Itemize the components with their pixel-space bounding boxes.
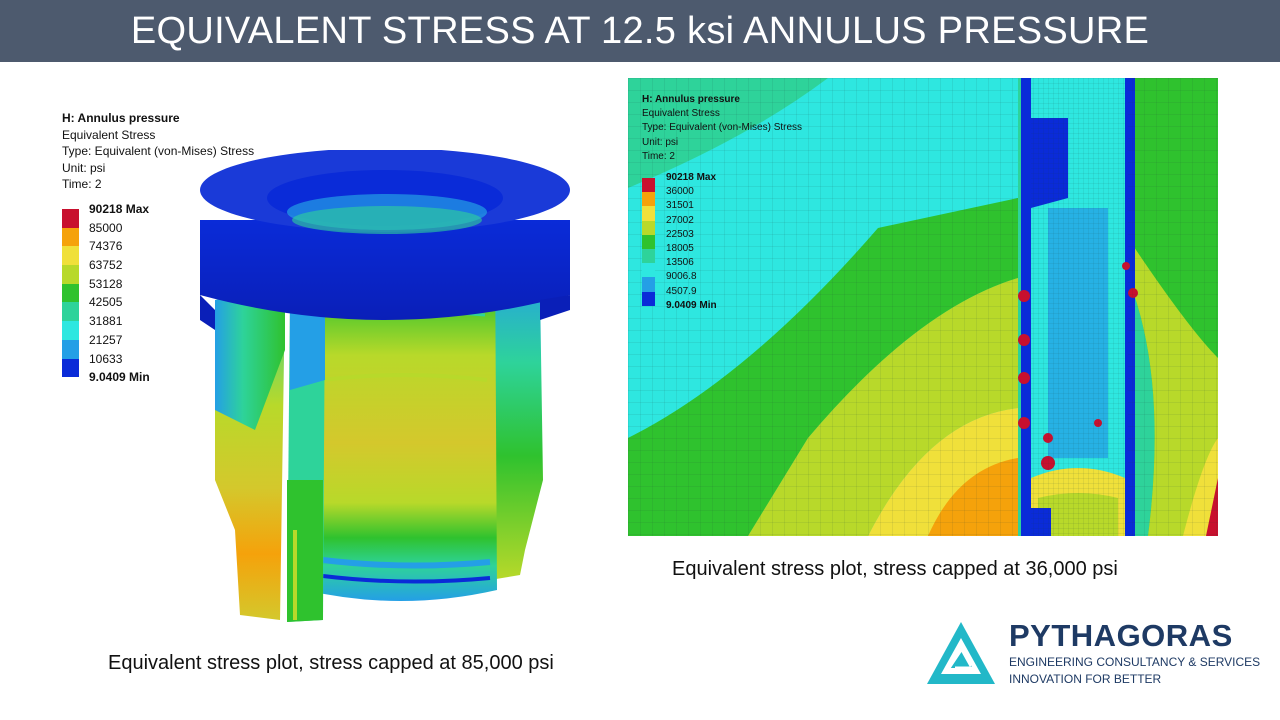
legend-swatch (62, 265, 79, 284)
legend-swatch (62, 302, 79, 322)
legend-label: 9.0409 Min (666, 299, 717, 311)
legend-label: 31881 (89, 314, 123, 329)
legend-label: 4507.9 (666, 285, 697, 297)
legend-label: 10633 (89, 351, 123, 366)
slide-title: EQUIVALENT STRESS AT 12.5 ksi ANNULUS PR… (0, 0, 1280, 62)
legend-swatch (642, 177, 655, 193)
legend-swatch (642, 248, 655, 264)
legend-label: 36000 (666, 186, 694, 198)
legend-swatch (62, 283, 79, 303)
legend-result-name: Equivalent Stress (642, 108, 720, 120)
legend-swatch (642, 234, 655, 249)
legend-label: 85000 (89, 220, 123, 235)
legend-swatch (642, 291, 655, 306)
legend-label: 90218 Max (666, 171, 717, 183)
legend-result-type: Type: Equivalent (von-Mises) Stress (642, 122, 803, 134)
logo-triangle-icon (927, 622, 995, 684)
legend-unit: Unit: psi (642, 136, 679, 148)
legend-label: 22503 (666, 228, 694, 240)
legend-analysis-name: H: Annulus pressure (62, 111, 180, 125)
logo-subtitle: ENGINEERING CONSULTANCY & SERVICES (1009, 655, 1261, 669)
company-logo: PYTHAGORAS ENGINEERING CONSULTANCY & SER… (925, 618, 1265, 690)
legend-time: Time: 2 (642, 150, 675, 162)
legend-swatch (642, 192, 655, 207)
legend-analysis-name: H: Annulus pressure (642, 94, 740, 105)
legend-label: 74376 (89, 239, 123, 254)
legend-swatch (62, 358, 79, 378)
legend-label: 18005 (666, 242, 694, 254)
legend-label: 90218 Max (89, 201, 150, 216)
legend-label: 63752 (89, 258, 123, 273)
legend-swatch (642, 220, 655, 235)
legend-unit: Unit: psi (62, 160, 106, 175)
legend-label: 53128 (89, 276, 123, 291)
left-plot-caption: Equivalent stress plot, stress capped at… (108, 652, 554, 674)
legend-swatch (62, 339, 79, 359)
legend-header: H: Annulus pressure Equivalent Stress Ty… (642, 93, 802, 164)
legend-label: 42505 (89, 295, 123, 310)
legend-header: H: Annulus pressure Equivalent Stress Ty… (62, 110, 254, 193)
legend-result-name: Equivalent Stress (62, 127, 156, 142)
legend-label: 27002 (666, 214, 694, 226)
legend-label: 21257 (89, 332, 123, 347)
legend-color-scale: 90218 Max 36000 31501 27002 22503 18005 13506 9… (642, 172, 752, 318)
logo-tagline: INNOVATION FOR BETTER (1009, 672, 1162, 686)
legend-color-scale: 90218 Max 85000 74376 63752 53128 42505 31881 2… (62, 202, 202, 389)
legend-swatch (62, 208, 79, 228)
legend-swatch (642, 206, 655, 221)
legend-swatch (62, 227, 79, 247)
legend-label: 9.0409 Min (89, 370, 150, 385)
legend-label: 9006.8 (666, 271, 697, 283)
legend-swatch (62, 246, 79, 266)
right-stress-legend: H: Annulus pressure Equivalent Stress Ty… (642, 93, 802, 318)
legend-swatch (642, 277, 655, 292)
legend-result-type: Type: Equivalent (von-Mises) Stress (62, 144, 255, 159)
legend-label: 31501 (666, 200, 694, 212)
legend-swatch (642, 263, 655, 278)
legend-label: 13506 (666, 257, 694, 269)
left-stress-legend: H: Annulus pressure Equivalent Stress Ty… (62, 110, 254, 389)
legend-swatch (62, 321, 79, 340)
right-stress-mesh-plot (628, 78, 1218, 536)
left-stress-contour-plot (200, 150, 570, 622)
right-plot-caption: Equivalent stress plot, stress capped at… (672, 558, 1118, 580)
legend-time: Time: 2 (62, 177, 102, 192)
logo-company-name: PYTHAGORAS (1009, 618, 1233, 653)
